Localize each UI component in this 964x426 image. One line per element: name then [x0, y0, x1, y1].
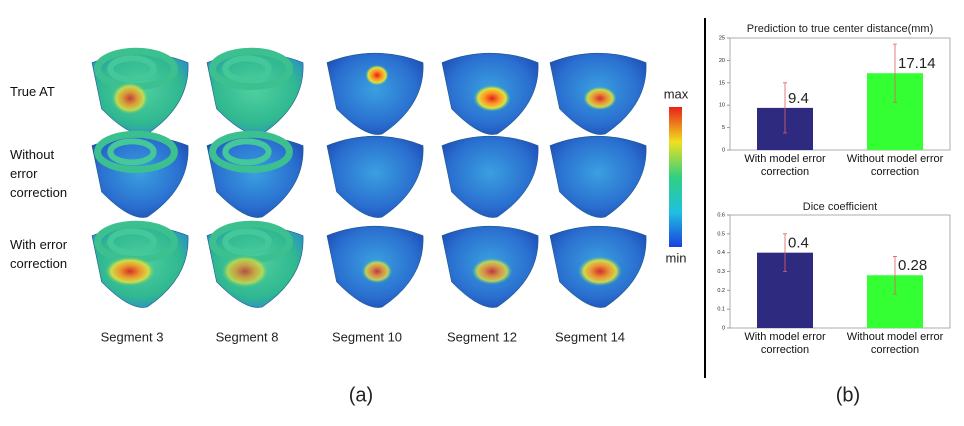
y-tick-label: 0.3 — [717, 269, 725, 275]
chart-title: Dice coefficient — [803, 201, 877, 213]
heart-ring — [107, 228, 157, 256]
y-tick-label: 20 — [719, 58, 725, 64]
hotspot — [111, 82, 149, 115]
column-label: Segment 8 — [216, 329, 279, 344]
column-label: Segment 10 — [332, 329, 402, 344]
chart-title: Prediction to true center distance(mm) — [747, 23, 933, 35]
heart-surface — [441, 135, 539, 218]
y-tick-label: 15 — [719, 80, 725, 86]
value-label: 0.28 — [898, 257, 927, 274]
value-label: 9.4 — [788, 90, 809, 107]
error-bar — [783, 233, 787, 272]
y-tick-label: 0.5 — [717, 231, 725, 237]
colorbar-min: min — [666, 250, 687, 265]
y-tick-label: 0.4 — [717, 250, 725, 256]
column-label: Segment 12 — [447, 329, 517, 344]
y-tick-label: 10 — [719, 103, 725, 109]
column-label: Segment 3 — [101, 329, 164, 344]
row-label: With error correction — [10, 237, 68, 271]
y-tick-label: 25 — [719, 35, 725, 41]
caption-b: (b) — [836, 384, 860, 406]
x-tick-label: Without model error correction — [846, 331, 944, 356]
y-tick-label: 0.2 — [717, 288, 725, 294]
error-bar — [783, 82, 787, 134]
caption-a: (a) — [349, 384, 373, 406]
y-tick-label: 5 — [722, 125, 725, 131]
hotspot — [221, 255, 269, 288]
hotspot — [583, 86, 617, 111]
hotspot — [471, 258, 513, 285]
hotspot — [365, 64, 389, 86]
heart-ring — [94, 130, 178, 174]
heart-ring — [222, 55, 272, 83]
y-tick-label: 0.1 — [717, 307, 725, 313]
error-bar — [893, 256, 897, 295]
error-bar — [893, 43, 897, 103]
heart-ring — [107, 138, 157, 166]
hotspot — [578, 256, 622, 286]
hotspot — [104, 256, 156, 286]
heart-surface — [326, 135, 424, 218]
heart-surface — [326, 52, 424, 135]
x-tick-label: With model error correction — [744, 331, 826, 356]
value-label: 17.14 — [898, 55, 936, 72]
y-tick-label: 0.6 — [717, 212, 725, 218]
heart-ring — [209, 47, 293, 91]
hotspot — [473, 85, 511, 112]
heart-surface — [549, 135, 647, 218]
x-tick-label: Without model error correction — [846, 153, 944, 178]
row-label: Without error correction — [10, 147, 68, 200]
heart-ring — [107, 55, 157, 83]
column-label: Segment 14 — [555, 329, 625, 344]
y-tick-label: 0 — [722, 325, 725, 331]
hotspot — [361, 259, 393, 284]
value-label: 0.4 — [788, 235, 809, 252]
plot-frame — [729, 37, 951, 151]
row-label: True AT — [10, 84, 55, 99]
x-tick-label: With model error correction — [744, 153, 826, 178]
colorbar — [669, 107, 682, 247]
heart-ring — [209, 130, 293, 174]
colorbar-max: max — [664, 86, 689, 101]
y-tick-label: 0 — [722, 147, 725, 153]
heart-ring — [222, 228, 272, 256]
heart-ring — [222, 138, 272, 166]
